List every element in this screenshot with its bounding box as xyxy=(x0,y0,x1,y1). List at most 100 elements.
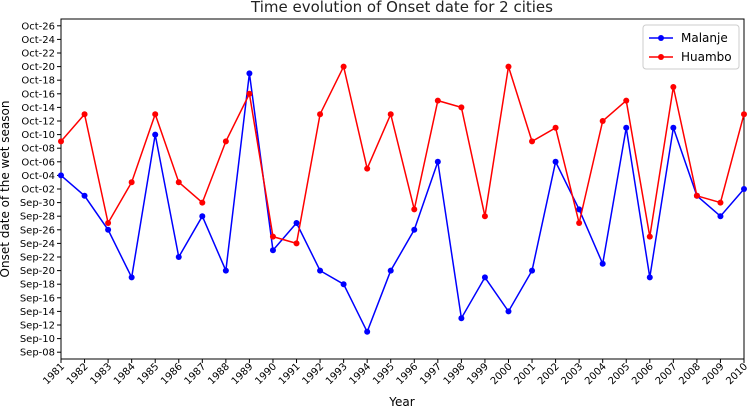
x-tick-label: 2005 xyxy=(607,361,633,387)
data-point-malanje xyxy=(246,70,253,77)
data-point-huambo xyxy=(552,124,559,131)
data-point-huambo xyxy=(623,97,630,104)
x-tick-label: 1997 xyxy=(418,361,444,387)
data-point-malanje xyxy=(269,247,276,254)
data-point-huambo xyxy=(387,111,394,118)
y-tick-label: Sep-16 xyxy=(20,293,55,304)
data-point-huambo xyxy=(222,138,229,145)
y-tick-label: Sep-12 xyxy=(20,321,55,332)
chart-title: Time evolution of Onset date for 2 citie… xyxy=(250,0,553,16)
x-tick-label: 1995 xyxy=(371,361,397,387)
data-point-huambo xyxy=(152,111,159,118)
data-point-malanje xyxy=(434,158,441,165)
x-tick-label: 2007 xyxy=(654,361,680,387)
data-point-malanje xyxy=(340,281,347,288)
legend-box xyxy=(642,24,740,70)
y-axis-label: Onset date of the wet season xyxy=(0,101,12,278)
data-point-huambo xyxy=(105,220,112,226)
data-point-huambo xyxy=(646,233,653,240)
data-point-huambo xyxy=(199,199,206,206)
data-point-huambo xyxy=(364,165,371,172)
data-point-huambo xyxy=(599,118,606,124)
y-tick-label: Sep-10 xyxy=(20,334,55,345)
legend-label-huambo: Huambo xyxy=(681,50,732,64)
y-tick-label: Oct-26 xyxy=(21,21,55,32)
data-point-malanje xyxy=(199,213,206,220)
data-point-malanje xyxy=(646,274,653,281)
data-point-malanje xyxy=(411,226,418,233)
data-point-huambo xyxy=(293,240,300,247)
x-tick-label: 1981 xyxy=(41,361,67,387)
y-tick-label: Sep-20 xyxy=(20,266,55,277)
data-point-malanje xyxy=(458,315,465,322)
data-point-huambo xyxy=(670,84,677,90)
x-tick-label: 1990 xyxy=(253,361,279,387)
x-tick-label: 1986 xyxy=(159,361,185,387)
y-tick-label: Oct-16 xyxy=(21,89,55,100)
x-axis: 1981198219831984198519861987198819891990… xyxy=(41,359,750,387)
data-point-malanje xyxy=(128,274,135,281)
data-point-malanje xyxy=(552,158,559,165)
x-tick-label: 1992 xyxy=(300,361,326,387)
data-point-malanje xyxy=(481,274,488,281)
y-tick-label: Oct-10 xyxy=(21,130,55,141)
data-point-malanje xyxy=(152,131,159,138)
data-point-huambo xyxy=(411,206,418,213)
x-tick-label: 1983 xyxy=(88,361,114,387)
x-tick-label: 2000 xyxy=(489,361,515,387)
y-tick-label: Oct-02 xyxy=(21,185,55,196)
legend-label-malanje: Malanje xyxy=(681,31,728,45)
x-tick-label: 1989 xyxy=(230,361,256,387)
x-tick-label: 1987 xyxy=(183,361,209,387)
x-tick-label: 2010 xyxy=(724,361,750,387)
x-axis-label: Year xyxy=(388,395,414,409)
data-point-huambo xyxy=(128,179,135,186)
data-point-huambo xyxy=(81,111,88,118)
data-point-huambo xyxy=(58,138,64,145)
data-point-malanje xyxy=(222,267,229,274)
x-tick-label: 1984 xyxy=(112,361,138,387)
data-point-huambo xyxy=(317,111,324,118)
x-tick-label: 2006 xyxy=(630,361,656,387)
x-tick-label: 1988 xyxy=(206,361,232,387)
data-point-huambo xyxy=(269,233,276,240)
series-line-huambo xyxy=(60,64,745,245)
y-tick-label: Oct-04 xyxy=(21,171,55,182)
data-point-malanje xyxy=(623,124,630,131)
legend-marker-huambo xyxy=(658,54,664,60)
data-point-huambo xyxy=(529,138,536,145)
y-tick-label: Oct-22 xyxy=(21,49,55,60)
x-tick-label: 2003 xyxy=(559,361,585,387)
x-tick-label: 1998 xyxy=(442,361,468,387)
data-point-malanje xyxy=(387,267,394,274)
data-point-malanje xyxy=(529,267,536,274)
data-point-malanje xyxy=(670,124,677,131)
data-point-malanje xyxy=(505,308,512,315)
x-tick-label: 2008 xyxy=(677,361,703,387)
data-point-huambo xyxy=(434,97,441,104)
y-tick-label: Sep-28 xyxy=(20,212,55,223)
y-tick-label: Sep-14 xyxy=(20,307,55,318)
y-tick-label: Oct-20 xyxy=(21,62,55,73)
data-point-malanje xyxy=(364,328,371,335)
y-tick-label: Sep-30 xyxy=(20,198,55,209)
data-point-huambo xyxy=(741,111,747,118)
x-tick-label: 1991 xyxy=(277,361,303,387)
data-point-malanje xyxy=(105,226,112,233)
data-point-huambo xyxy=(175,179,182,186)
data-point-huambo xyxy=(693,192,700,199)
data-point-huambo xyxy=(576,220,583,226)
x-tick-label: 1993 xyxy=(324,361,350,387)
x-tick-label: 2001 xyxy=(512,361,538,387)
data-point-huambo xyxy=(505,63,512,70)
x-tick-label: 1982 xyxy=(65,361,91,387)
y-tick-label: Oct-18 xyxy=(21,76,55,87)
x-tick-label: 2009 xyxy=(701,361,727,387)
legend: Malanje Huambo xyxy=(642,24,740,70)
data-point-malanje xyxy=(741,186,747,192)
data-point-huambo xyxy=(481,213,488,220)
y-tick-label: Oct-14 xyxy=(21,103,55,114)
x-tick-label: 1999 xyxy=(465,361,491,387)
y-axis: Sep-08 Sep-10 Sep-12 Sep-14 Sep-16 Sep-18 Sep-… xyxy=(20,21,61,359)
y-tick-label: Oct-08 xyxy=(21,144,55,155)
